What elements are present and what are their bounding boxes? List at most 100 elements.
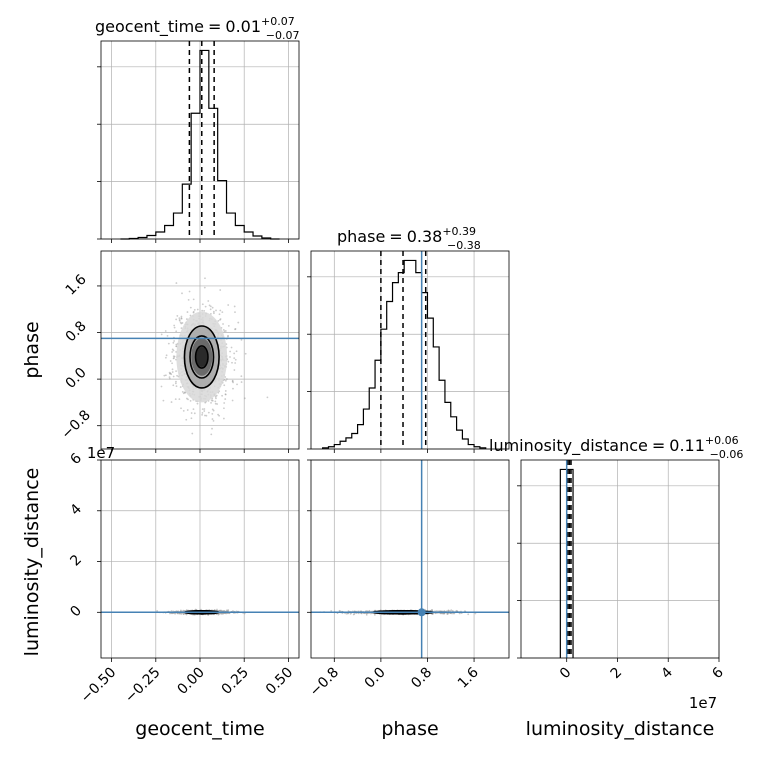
xlabel-phase: phase [381, 718, 438, 740]
scatter-luminosity-distance-vs-geocent-time-frame [100, 459, 300, 659]
scatter-phase-vs-geocent-time-point [187, 298, 190, 301]
scatter-phase-vs-geocent-time-point [219, 319, 221, 321]
scatter-phase-vs-geocent-time-point [231, 361, 233, 364]
scatter-phase-vs-geocent-time-point [227, 335, 229, 338]
scatter-phase-vs-geocent-time-point [201, 303, 204, 306]
scatter-phase-vs-geocent-time-point [233, 352, 236, 355]
xlabel-geocent-time: geocent_time [135, 718, 264, 740]
scatter-phase-vs-geocent-time-point [201, 408, 204, 411]
scatter-phase-vs-geocent-time-point [204, 277, 206, 280]
scatter-phase-vs-geocent-time-point [174, 382, 177, 385]
scatter-phase-vs-geocent-time-point [224, 393, 227, 396]
scatter-phase-vs-geocent-time-point [193, 412, 196, 415]
scatter-phase-vs-geocent-time-point [164, 374, 167, 377]
histogram-phase [307, 250, 510, 453]
scatter-phase-vs-geocent-time-point [221, 394, 224, 397]
scatter-phase-vs-geocent-time-point [224, 330, 227, 332]
scatter-phase-vs-geocent-time-point [244, 352, 247, 355]
scatter-phase-vs-geocent-time-point [185, 418, 188, 421]
histogram-geocent-time-steps [120, 49, 280, 240]
scatter-phase-vs-geocent-time-point [190, 412, 193, 414]
scatter-phase-vs-geocent-time-point [172, 375, 175, 378]
title-luminosity-distance-label: luminosity_distance [489, 436, 648, 456]
scatter-phase-vs-geocent-time-point [189, 399, 192, 402]
scatter-luminosity-distance-vs-phase-xticklabel-2: 0.8 [408, 665, 435, 692]
scatter-phase-vs-geocent-time-point [175, 330, 178, 333]
title-luminosity-distance: luminosity_distance = 0.11+0.06 −0.06 [489, 434, 743, 461]
scatter-phase-vs-geocent-time-point [237, 321, 240, 324]
scatter-luminosity-distance-vs-geocent-time-xticklabel-2: 0.00 [174, 665, 207, 698]
scatter-luminosity-distance-vs-geocent-time-point [216, 608, 218, 611]
ylabel-phase: phase [21, 321, 43, 378]
scatter-phase-vs-geocent-time-point [175, 318, 178, 321]
scatter-phase-vs-geocent-time-point [175, 345, 178, 348]
title-luminosity-distance-minus: −0.06 [710, 448, 744, 461]
scatter-phase-vs-geocent-time-point [234, 311, 236, 314]
scatter-phase-vs-geocent-time-point [243, 397, 246, 400]
scatter-phase-vs-geocent-time-point [178, 319, 181, 322]
scatter-phase-vs-geocent-time-point [234, 362, 237, 364]
scatter-luminosity-distance-vs-geocent-time-point [219, 609, 222, 612]
scatter-phase-vs-geocent-time-point [180, 407, 182, 410]
histogram-luminosity-distance-xticklabel-1: 2 [608, 665, 626, 683]
scatter-phase-vs-geocent-time-point [172, 384, 175, 387]
title-geocent-time: geocent_time = 0.01+0.07 −0.07 [95, 15, 299, 42]
scatter-phase-vs-geocent-time-point [171, 348, 174, 351]
scatter-luminosity-distance-vs-geocent-time-yticklabel-1: 2 [67, 552, 85, 570]
title-phase-plus: +0.39 [442, 225, 476, 238]
scatter-phase-vs-geocent-time-point [235, 350, 238, 353]
scatter-luminosity-distance-vs-geocent-time-body [101, 608, 299, 616]
scatter-luminosity-distance-vs-phase-point [349, 612, 352, 615]
scatter-phase-vs-geocent-time-point [205, 414, 208, 417]
scatter-phase-vs-geocent-time-point [171, 368, 174, 371]
scatter-phase-vs-geocent-time-point [188, 290, 191, 293]
scatter-phase-vs-geocent-time-point [160, 333, 163, 336]
scatter-phase-vs-geocent-time-point [192, 298, 195, 301]
scatter-phase-vs-geocent-time-point [231, 399, 234, 402]
scatter-phase-vs-geocent-time-point [196, 308, 199, 311]
scatter-phase-vs-geocent-time-point [223, 330, 226, 333]
scatter-phase-vs-geocent-time-point [185, 318, 188, 320]
scatter-luminosity-distance-vs-phase-point [373, 613, 376, 616]
histogram-phase-steps [322, 259, 487, 449]
scatter-luminosity-distance-vs-phase-point [474, 612, 477, 615]
title-geocent-time-eq: = [208, 17, 221, 36]
scatter-phase-vs-geocent-time-point [173, 324, 176, 327]
scatter-luminosity-distance-vs-geocent-time-yticklabel-0: 0 [67, 603, 85, 621]
scatter-phase-vs-geocent-time-point [217, 319, 220, 322]
scatter-phase-vs-geocent-time-point [227, 325, 230, 327]
scatter-phase-vs-geocent-time-point [175, 380, 177, 383]
scatter-phase-vs-geocent-time-point [209, 312, 212, 315]
scatter-luminosity-distance-vs-geocent-time-yticklabel-3: 6 [67, 450, 85, 468]
scatter-phase-vs-geocent-time-point [168, 376, 171, 379]
scatter-phase-vs-geocent-time-point [175, 370, 177, 373]
histogram-geocent-time [97, 40, 300, 243]
scatter-phase-vs-geocent-time-point [164, 356, 167, 359]
scatter-phase-vs-geocent-time-point [207, 411, 210, 414]
histogram-luminosity-distance-xticklabel-2: 4 [658, 664, 676, 682]
scatter-phase-vs-geocent-time-point [232, 387, 234, 390]
scatter-phase-vs-geocent-time-point [171, 362, 173, 365]
scatter-phase-vs-geocent-time-point [212, 310, 215, 313]
scatter-phase-vs-geocent-time-point [214, 395, 217, 398]
scatter-luminosity-distance-vs-phase-xticklabel-3: 1.6 [455, 664, 482, 691]
scatter-luminosity-distance-vs-phase-point [330, 609, 333, 612]
scatter-luminosity-distance-vs-phase-point [347, 610, 350, 612]
scatter-phase-vs-geocent-time-point [212, 419, 215, 422]
scatter-luminosity-distance-vs-phase-xticklabel-0: −0.8 [307, 665, 342, 700]
scatter-phase-vs-geocent-time-point [221, 311, 224, 314]
scatter-phase-vs-geocent-time-point [189, 306, 192, 309]
scatter-phase-vs-geocent-time-yticklabel-3: 1.6 [63, 272, 90, 299]
scatter-phase-vs-geocent-time-point [175, 385, 178, 388]
scatter-phase-vs-geocent-time-point [211, 413, 214, 415]
scatter-phase-vs-geocent-time-point [172, 341, 175, 344]
scatter-phase-vs-geocent-time-point [162, 399, 165, 402]
scatter-phase-vs-geocent-time-point [222, 329, 225, 331]
scatter-phase-vs-geocent-time-point [170, 401, 173, 403]
scatter-luminosity-distance-vs-phase-point [338, 609, 341, 612]
scatter-phase-vs-geocent-time-point [180, 327, 183, 330]
scatter-luminosity-distance-vs-phase-xticklabel-1: 0.0 [362, 665, 389, 692]
scatter-phase-vs-geocent-time-point [219, 289, 222, 291]
scatter-phase-vs-geocent-time-point [178, 317, 181, 320]
scatter-luminosity-distance-vs-phase-point [451, 612, 453, 615]
